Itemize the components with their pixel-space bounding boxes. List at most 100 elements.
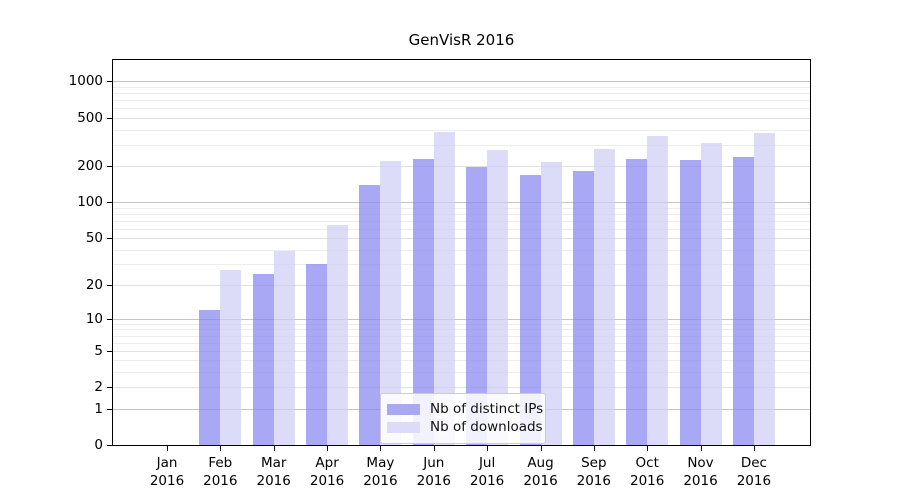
x-tick-label: Jun 2016	[416, 455, 451, 489]
x-tick-label: Apr 2016	[309, 455, 345, 489]
x-tick-label: Oct 2016	[630, 455, 665, 489]
bar-distinct-ips	[572, 170, 594, 445]
bar-downloads	[380, 160, 402, 445]
bar-downloads	[647, 135, 669, 445]
y-tick-label: 20	[85, 276, 103, 293]
legend-item: Nb of distinct IPs	[387, 401, 543, 417]
x-tick-label: Mar 2016	[256, 455, 291, 489]
x-tick-mark	[753, 446, 755, 451]
x-tick-label: Aug 2016	[523, 455, 558, 489]
bar-distinct-ips	[626, 158, 648, 445]
bar-downloads	[273, 250, 295, 445]
y-minor-gridline	[113, 335, 810, 337]
y-tick-mark	[107, 387, 112, 389]
bar-downloads	[540, 162, 562, 445]
legend-item: Nb of downloads	[387, 419, 543, 435]
y-minor-gridline	[113, 86, 810, 88]
y-tick-label: 1	[94, 400, 103, 417]
y-tick-mark	[107, 350, 112, 352]
y-tick-label: 500	[77, 109, 103, 126]
y-tick-mark	[107, 165, 112, 167]
bar-distinct-ips	[679, 160, 701, 445]
legend: Nb of distinct IPs Nb of downloads	[380, 393, 546, 444]
y-minor-gridline	[113, 329, 810, 331]
y-minor-gridline	[113, 93, 810, 95]
x-tick-mark	[593, 446, 595, 451]
y-minor-gridline	[113, 100, 810, 102]
y-minor-gridline	[113, 372, 810, 373]
y-gridline	[113, 165, 810, 167]
bar-distinct-ips	[732, 157, 754, 445]
legend-swatch	[387, 421, 420, 433]
y-gridline	[113, 81, 810, 83]
x-tick-label: Nov 2016	[683, 455, 718, 489]
x-tick-mark	[540, 446, 542, 451]
y-minor-gridline	[113, 249, 810, 251]
y-tick-mark	[107, 202, 112, 204]
x-tick-label: Jul 2016	[469, 455, 505, 489]
y-tick-label: 200	[77, 157, 103, 174]
y-tick-mark	[107, 81, 112, 83]
x-tick-label: Sep 2016	[576, 455, 611, 489]
x-tick-mark	[700, 446, 702, 451]
x-tick-mark	[433, 446, 435, 451]
y-minor-gridline	[113, 228, 810, 230]
y-tick-label: 10	[85, 310, 103, 327]
y-tick-mark	[107, 284, 112, 286]
y-gridline	[113, 387, 810, 389]
bar-distinct-ips	[306, 264, 328, 445]
y-gridline	[113, 284, 810, 286]
bar-distinct-ips	[199, 310, 221, 445]
y-minor-gridline	[113, 220, 810, 222]
x-tick-mark	[273, 446, 275, 451]
bar-downloads	[700, 142, 722, 445]
y-tick-mark	[107, 408, 112, 410]
x-tick-mark	[647, 446, 649, 451]
x-tick-mark	[167, 446, 168, 451]
x-tick-mark	[220, 446, 222, 451]
bar-distinct-ips	[359, 184, 381, 445]
y-minor-gridline	[113, 129, 810, 131]
y-tick-label: 1000	[68, 73, 103, 90]
bar-downloads	[433, 132, 455, 445]
y-tick-label: 5	[94, 342, 103, 359]
legend-label: Nb of distinct IPs	[430, 401, 544, 417]
bar-downloads	[753, 132, 775, 445]
y-tick-label: 100	[77, 194, 103, 211]
chart-title: GenVisR 2016	[408, 31, 515, 49]
bar-distinct-ips	[252, 273, 274, 445]
bar-distinct-ips	[519, 175, 541, 445]
y-minor-gridline	[113, 264, 810, 266]
bar-downloads	[593, 149, 615, 445]
x-tick-label: Dec 2016	[736, 455, 772, 489]
bar-downloads	[327, 224, 349, 445]
x-tick-label: Jan 2016	[149, 455, 185, 489]
y-minor-gridline	[113, 108, 810, 110]
y-tick-mark	[107, 445, 112, 446]
y-minor-gridline	[113, 360, 810, 362]
y-minor-gridline	[113, 213, 810, 215]
y-tick-mark	[107, 117, 112, 119]
y-tick-label: 50	[85, 230, 103, 246]
y-minor-gridline	[113, 144, 810, 146]
y-tick-label: 0	[94, 437, 103, 453]
x-tick-mark	[487, 446, 489, 451]
x-tick-label: May 2016	[363, 455, 398, 489]
y-gridline	[113, 238, 810, 239]
y-tick-mark	[107, 318, 112, 320]
y-gridline	[113, 350, 810, 352]
x-tick-mark	[380, 446, 382, 451]
y-minor-gridline	[113, 342, 810, 344]
legend-swatch	[387, 403, 420, 415]
y-minor-gridline	[113, 207, 810, 209]
bar-distinct-ips	[412, 159, 434, 445]
legend-label: Nb of downloads	[430, 419, 543, 435]
x-tick-mark	[327, 446, 329, 451]
y-gridline	[113, 202, 810, 204]
bar-downloads	[220, 269, 242, 445]
y-tick-label: 2	[94, 379, 103, 396]
bar-distinct-ips	[466, 166, 488, 445]
y-gridline	[113, 318, 810, 320]
y-gridline	[113, 117, 810, 119]
